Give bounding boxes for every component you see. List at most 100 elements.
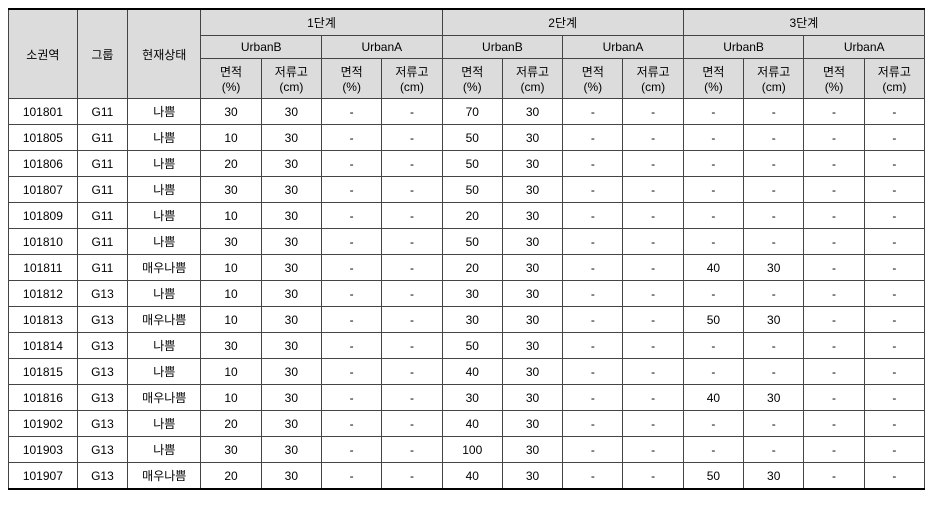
cell-zone: 101902 xyxy=(9,411,78,437)
cell-s3-ua-area: - xyxy=(804,333,864,359)
cell-zone: 101816 xyxy=(9,385,78,411)
cell-s3-ub-area: 40 xyxy=(683,385,743,411)
cell-s1-ub-area: 20 xyxy=(201,463,261,490)
cell-s3-ub-depth: - xyxy=(744,229,804,255)
cell-s2-ua-area: - xyxy=(563,333,623,359)
cell-s1-ub-area: 10 xyxy=(201,203,261,229)
cell-s2-ua-area: - xyxy=(563,385,623,411)
cell-s3-ub-area: - xyxy=(683,281,743,307)
cell-s2-ub-depth: 30 xyxy=(502,255,562,281)
cell-s3-ua-area: - xyxy=(804,359,864,385)
cell-s3-ua-depth: - xyxy=(864,307,924,333)
cell-s1-ua-area: - xyxy=(322,307,382,333)
cell-s3-ub-depth: - xyxy=(744,125,804,151)
cell-zone: 101801 xyxy=(9,99,78,125)
cell-group: G13 xyxy=(77,359,127,385)
cell-s3-ub-area: - xyxy=(683,359,743,385)
cell-s2-ua-area: - xyxy=(563,255,623,281)
cell-status: 나쁨 xyxy=(128,359,201,385)
table-row: 101812G13나쁨1030--3030------ xyxy=(9,281,925,307)
cell-s3-ua-depth: - xyxy=(864,229,924,255)
cell-s2-ub-area: 30 xyxy=(442,385,502,411)
header-stage1: 1단계 xyxy=(201,9,442,36)
table-header: 소권역 그룹 현재상태 1단계 2단계 3단계 UrbanB UrbanA Ur… xyxy=(9,9,925,99)
cell-s1-ua-depth: - xyxy=(382,281,442,307)
cell-s1-ua-depth: - xyxy=(382,437,442,463)
cell-s3-ua-area: - xyxy=(804,203,864,229)
cell-zone: 101903 xyxy=(9,437,78,463)
header-s2-urbana: UrbanA xyxy=(563,36,684,59)
cell-s1-ub-area: 20 xyxy=(201,151,261,177)
header-s3-urbana: UrbanA xyxy=(804,36,925,59)
cell-s3-ub-area: - xyxy=(683,151,743,177)
cell-s1-ua-area: - xyxy=(322,177,382,203)
cell-group: G11 xyxy=(77,203,127,229)
cell-s1-ua-depth: - xyxy=(382,99,442,125)
cell-s1-ua-depth: - xyxy=(382,463,442,490)
cell-s3-ub-depth: - xyxy=(744,411,804,437)
cell-s2-ua-depth: - xyxy=(623,385,683,411)
cell-s1-ua-area: - xyxy=(322,99,382,125)
cell-s2-ub-depth: 30 xyxy=(502,307,562,333)
cell-s1-ua-depth: - xyxy=(382,151,442,177)
header-metric-depth: 저류고(cm) xyxy=(744,59,804,99)
cell-s2-ub-area: 50 xyxy=(442,229,502,255)
cell-s1-ub-area: 10 xyxy=(201,255,261,281)
header-metric-area: 면적(%) xyxy=(322,59,382,99)
table-row: 101907G13매우나쁨2030--4030--5030-- xyxy=(9,463,925,490)
cell-s3-ub-area: 50 xyxy=(683,307,743,333)
header-metric-area: 면적(%) xyxy=(804,59,864,99)
cell-s3-ua-depth: - xyxy=(864,437,924,463)
cell-group: G13 xyxy=(77,307,127,333)
cell-s3-ub-area: - xyxy=(683,177,743,203)
cell-s2-ub-depth: 30 xyxy=(502,437,562,463)
cell-s2-ub-area: 30 xyxy=(442,307,502,333)
cell-s1-ub-depth: 30 xyxy=(261,229,321,255)
cell-s2-ub-depth: 30 xyxy=(502,151,562,177)
cell-s1-ub-area: 30 xyxy=(201,437,261,463)
cell-s3-ua-depth: - xyxy=(864,463,924,490)
table-row: 101807G11나쁨3030--5030------ xyxy=(9,177,925,203)
table-row: 101810G11나쁨3030--5030------ xyxy=(9,229,925,255)
cell-s3-ua-depth: - xyxy=(864,385,924,411)
cell-status: 매우나쁨 xyxy=(128,385,201,411)
cell-s1-ub-area: 10 xyxy=(201,385,261,411)
cell-status: 나쁨 xyxy=(128,99,201,125)
table-row: 101806G11나쁨2030--5030------ xyxy=(9,151,925,177)
header-metric-depth: 저류고(cm) xyxy=(502,59,562,99)
header-metric-area: 면적(%) xyxy=(683,59,743,99)
cell-s2-ua-depth: - xyxy=(623,151,683,177)
cell-zone: 101907 xyxy=(9,463,78,490)
cell-s1-ua-area: - xyxy=(322,359,382,385)
table-row: 101811G11매우나쁨1030--2030--4030-- xyxy=(9,255,925,281)
cell-group: G13 xyxy=(77,437,127,463)
cell-s2-ua-area: - xyxy=(563,307,623,333)
cell-s1-ub-area: 10 xyxy=(201,359,261,385)
cell-zone: 101813 xyxy=(9,307,78,333)
cell-s1-ua-depth: - xyxy=(382,255,442,281)
cell-s3-ub-depth: 30 xyxy=(744,463,804,490)
cell-s2-ub-depth: 30 xyxy=(502,281,562,307)
cell-s1-ub-depth: 30 xyxy=(261,99,321,125)
cell-zone: 101811 xyxy=(9,255,78,281)
cell-s2-ub-depth: 30 xyxy=(502,463,562,490)
cell-s3-ub-depth: 30 xyxy=(744,255,804,281)
table-row: 101903G13나쁨3030--10030------ xyxy=(9,437,925,463)
cell-s3-ua-depth: - xyxy=(864,281,924,307)
cell-s2-ua-area: - xyxy=(563,437,623,463)
cell-s1-ub-area: 30 xyxy=(201,229,261,255)
cell-s3-ub-area: - xyxy=(683,437,743,463)
cell-s1-ub-depth: 30 xyxy=(261,359,321,385)
header-metric-depth: 저류고(cm) xyxy=(261,59,321,99)
cell-zone: 101806 xyxy=(9,151,78,177)
cell-s1-ua-depth: - xyxy=(382,385,442,411)
cell-s2-ua-depth: - xyxy=(623,177,683,203)
cell-s2-ub-area: 50 xyxy=(442,177,502,203)
cell-s2-ub-depth: 30 xyxy=(502,203,562,229)
cell-s3-ub-area: - xyxy=(683,411,743,437)
cell-s1-ub-area: 10 xyxy=(201,125,261,151)
cell-status: 나쁨 xyxy=(128,229,201,255)
cell-s3-ub-depth: - xyxy=(744,151,804,177)
cell-s2-ua-area: - xyxy=(563,229,623,255)
cell-s3-ub-area: 50 xyxy=(683,463,743,490)
